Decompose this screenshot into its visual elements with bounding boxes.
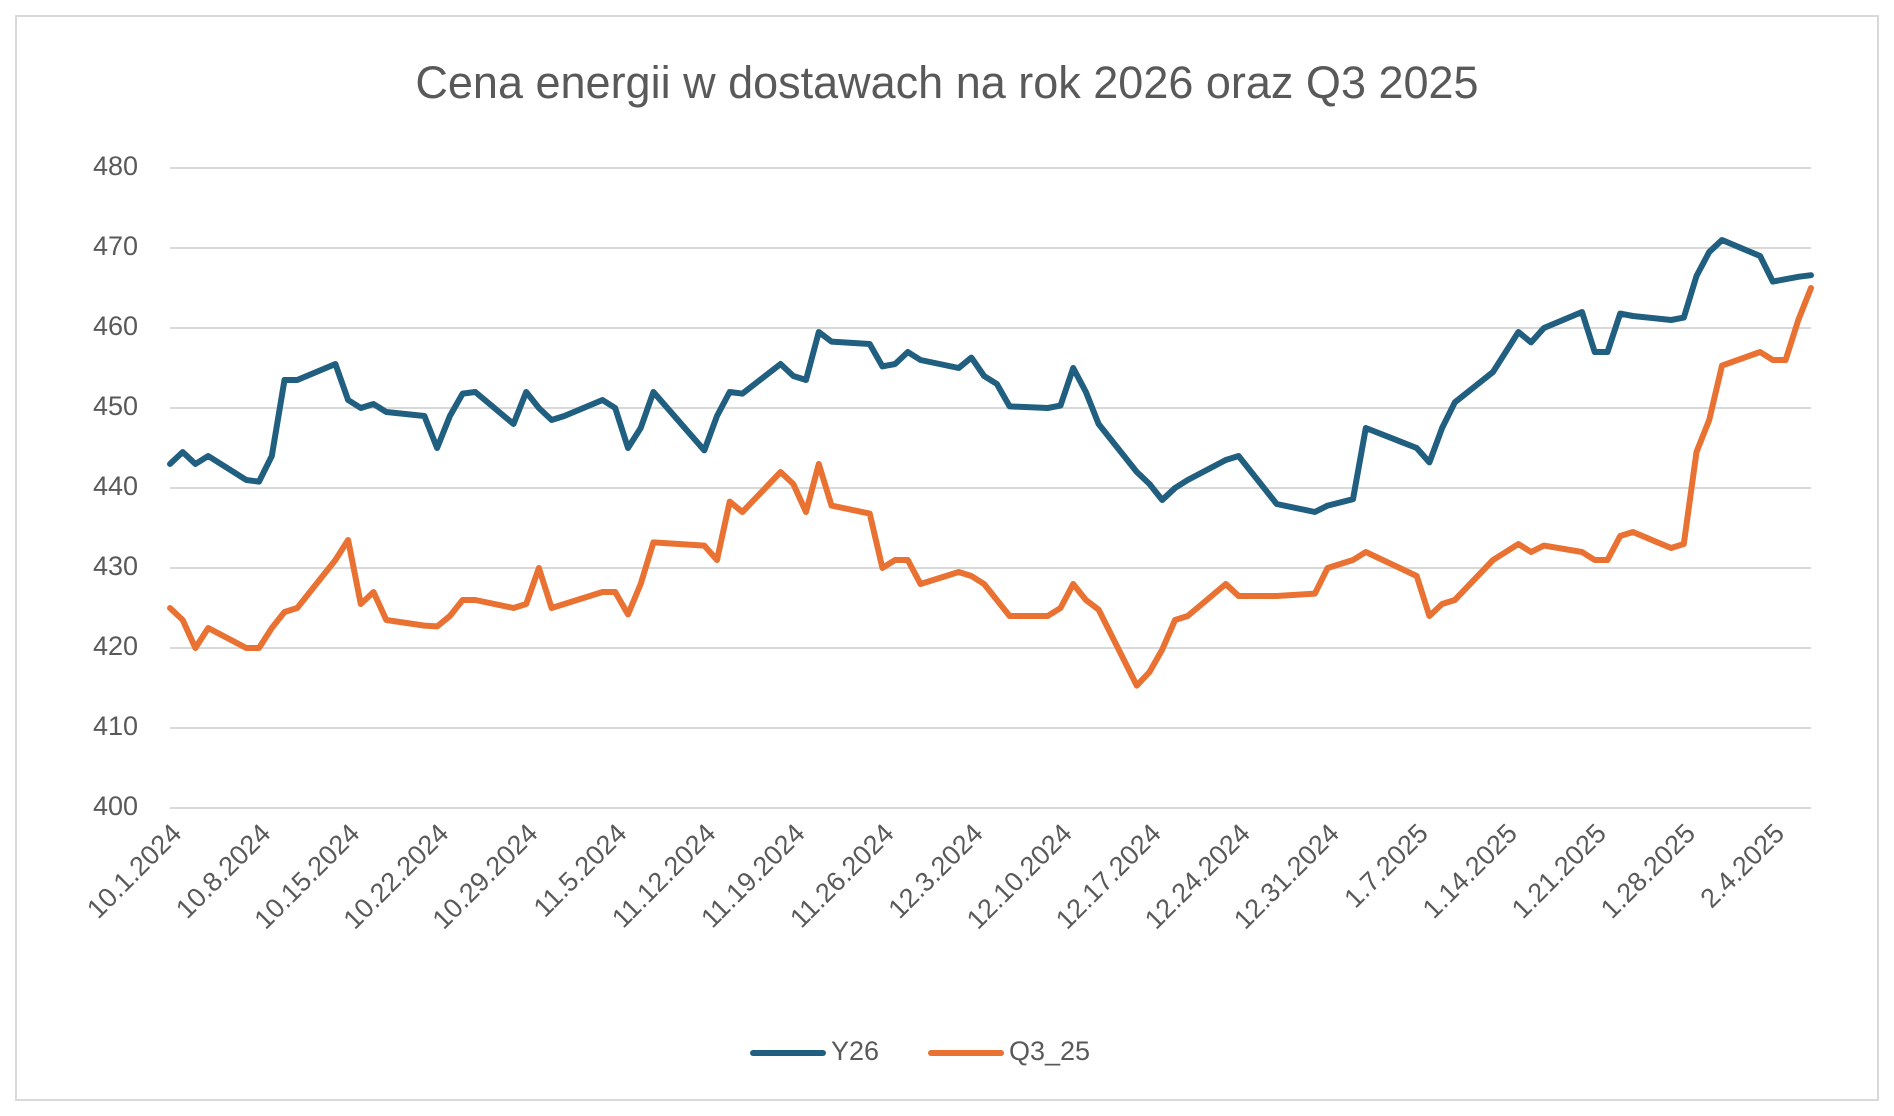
y-tick-label: 450 [93,391,138,421]
legend-label: Y26 [831,1036,879,1066]
legend-label: Q3_25 [1009,1036,1090,1066]
y-tick-label: 480 [93,151,138,181]
y-tick-label: 410 [93,711,138,741]
chart-frame [15,15,1879,1101]
y-tick-label: 430 [93,551,138,581]
y-tick-label: 420 [93,631,138,661]
y-tick-label: 440 [93,471,138,501]
series-line [167,285,1814,689]
chart-title: Cena energii w dostawach na rok 2026 ora… [415,57,1478,108]
y-tick-label: 460 [93,311,138,341]
y-tick-label: 400 [93,791,138,821]
y-tick-label: 470 [93,231,138,261]
series-line [167,237,1814,515]
